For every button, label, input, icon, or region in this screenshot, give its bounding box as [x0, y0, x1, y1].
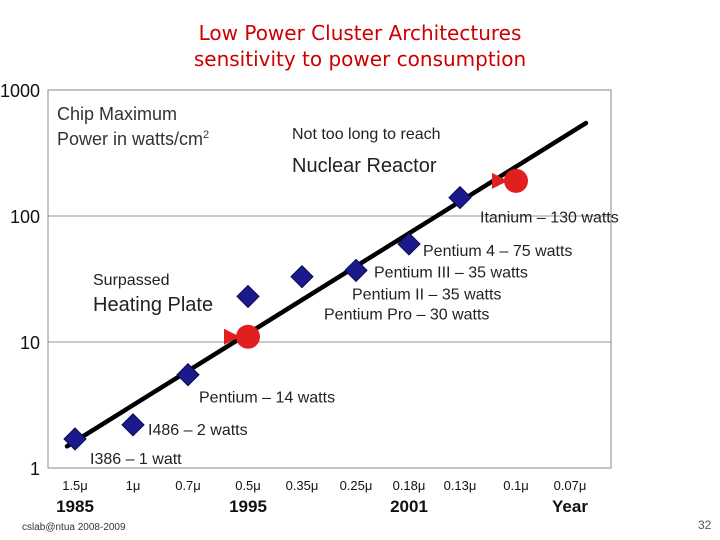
year-labels: 1985 1995 2001 Year [56, 497, 588, 516]
reference-caption: Surpassed [93, 272, 170, 289]
year-label: Year [552, 497, 588, 516]
slide-title-line1: Low Power Cluster Architectures [198, 21, 522, 45]
reference-markers: Surpassed Heating Plate Not too long to re… [92, 126, 528, 349]
x-tick-labels: 1.5μ 1μ 0.7μ 0.5μ 0.35μ 0.25μ 0.18μ 0.13μ 0.1μ 0.… [62, 478, 586, 493]
x-tick-label: 0.1μ [503, 478, 529, 493]
x-tick-label: 0.25μ [340, 478, 373, 493]
data-point-marker [121, 413, 145, 437]
year-label: 1995 [229, 497, 267, 516]
data-point-label: Pentium II – 35 watts [352, 287, 501, 304]
reference-arrow-head [492, 172, 508, 189]
reference-dot [236, 324, 260, 349]
data-point-label: I386 – 1 watt [90, 451, 182, 468]
x-tick-label: 0.13μ [444, 478, 477, 493]
x-tick-label: 0.35μ [286, 478, 319, 493]
x-tick-label: 0.07μ [554, 478, 587, 493]
data-point-marker [290, 264, 314, 289]
slide-title-line2: sensitivity to power consumption [193, 47, 527, 71]
reference-dot [504, 168, 528, 193]
x-tick-label: 1.5μ [62, 478, 88, 493]
data-point-label: I486 – 2 watts [148, 422, 248, 439]
y-tick-label: 1 [30, 459, 40, 479]
y-tick-label: 10 [20, 333, 40, 353]
reference-title: Nuclear Reactor [292, 155, 437, 177]
y-axis-label-line1: Chip Maximum [57, 104, 177, 124]
data-points [63, 185, 472, 451]
data-point-marker [397, 232, 421, 256]
y-tick-label: 1000 [0, 81, 40, 101]
footer-credit: cslab@ntua 2008-2009 [22, 522, 126, 533]
point-labels: I386 – 1 watt I486 – 2 watts Pentium – 14 … [90, 210, 619, 468]
data-point-marker [344, 258, 368, 283]
y-tick-labels: 1 10 100 1000 [0, 81, 40, 479]
data-point-label: Pentium – 14 watts [199, 390, 335, 407]
reference-caption: Not too long to reach [292, 126, 441, 143]
reference-arrow-head [224, 328, 240, 345]
x-tick-label: 1μ [126, 478, 141, 493]
x-tick-label: 0.7μ [175, 478, 201, 493]
y-axis-label-sup: 2 [203, 129, 209, 141]
page-number: 32 [698, 518, 712, 532]
data-point-marker [176, 363, 200, 387]
plot-frame [47, 89, 612, 469]
data-point-marker [236, 284, 260, 309]
year-label: 1985 [56, 497, 94, 516]
data-point-label: Pentium III – 35 watts [374, 264, 528, 281]
data-point-label: Pentium 4 – 75 watts [423, 243, 572, 260]
y-axis-label-unit: Power in watts/cm [57, 129, 203, 149]
data-point-marker [448, 185, 472, 210]
reference-title: Heating Plate [93, 294, 213, 316]
y-tick-label: 100 [10, 207, 40, 227]
y-axis-label-line2: Power in watts/cm2 [57, 129, 209, 149]
year-label: 2001 [390, 497, 428, 516]
data-point-label: Pentium Pro – 30 watts [324, 306, 489, 323]
x-tick-label: 0.18μ [393, 478, 426, 493]
grid-lines [48, 215, 611, 343]
data-point-label: Itanium – 130 watts [480, 210, 619, 227]
x-tick-label: 0.5μ [235, 478, 261, 493]
data-point-marker [63, 427, 87, 451]
